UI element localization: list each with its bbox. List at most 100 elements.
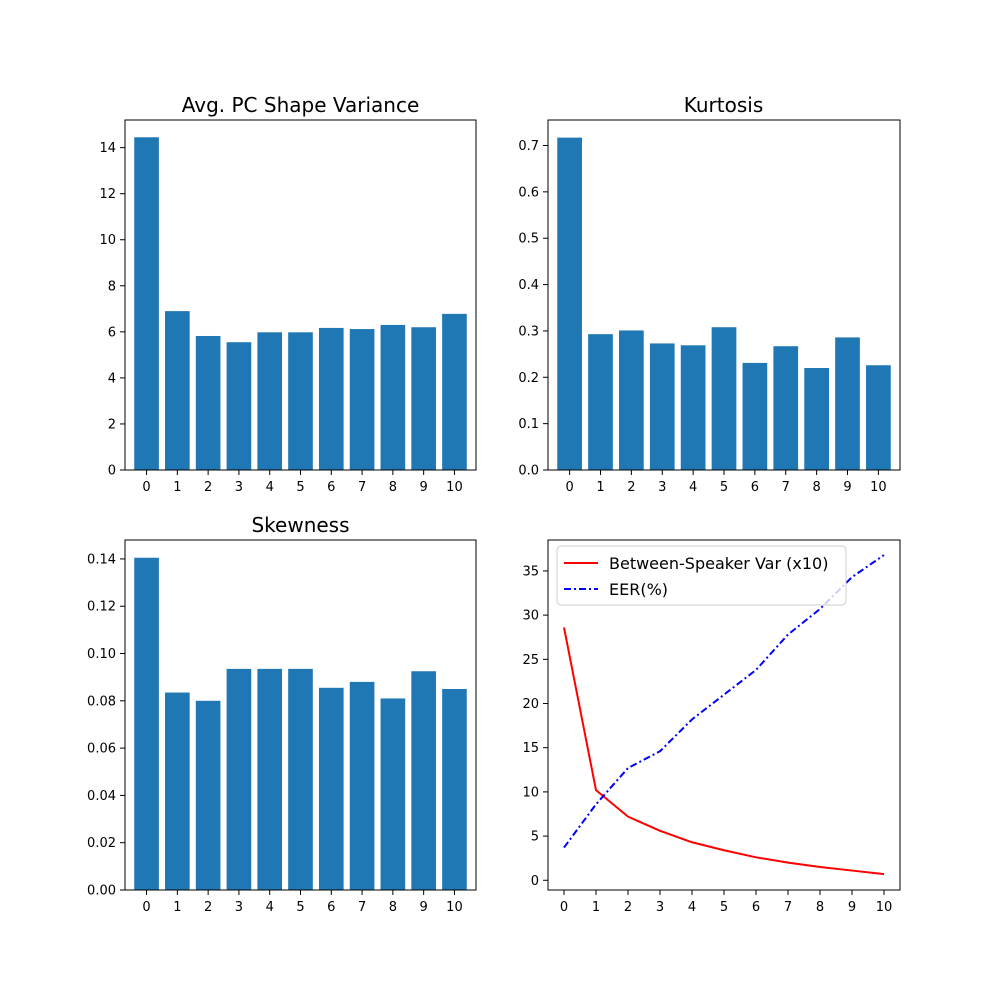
kurtosis-ytick-label: 0.6 <box>518 185 539 200</box>
line-chart-xtick-label: 0 <box>560 900 568 915</box>
kurtosis-bar-0 <box>557 137 582 470</box>
line-chart-xtick-label: 8 <box>816 900 824 915</box>
skewness-bar-2 <box>195 700 221 890</box>
shape-variance-axes-frame <box>124 119 477 471</box>
line-chart-xtick-label: 4 <box>688 900 696 915</box>
plot-area-kurtosis: 0.0 0.1 0.2 0.3 0.4 0.5 0.6 0.7 0 1 2 3 4 5 6 7 8 9 10 <box>518 119 901 495</box>
skewness-ytick-label: 0.08 <box>87 694 116 709</box>
kurtosis-ytick-label: 0.4 <box>518 278 539 293</box>
line-chart-ytick-label: 20 <box>522 697 539 712</box>
skewness-ytick-label: 0.00 <box>87 884 116 899</box>
kurtosis-bar-3 <box>649 343 675 470</box>
kurtosis-xtick-label: 1 <box>596 480 604 495</box>
skewness-xtick-label: 1 <box>173 900 181 915</box>
skewness-bar-6 <box>318 687 344 890</box>
kurtosis-ytick-label: 0.3 <box>518 324 539 339</box>
shape-variance-ytick-label: 8 <box>108 279 116 294</box>
line-chart-ytick-label: 0 <box>531 874 539 889</box>
panel-kurtosis: Kurtosis 0.0 0.1 0.2 0.3 0.4 0.5 0.6 0.7 0 1 2 3 4 5 6… <box>518 93 901 495</box>
skewness-xtick-label: 2 <box>204 900 212 915</box>
line-chart-xtick-label: 7 <box>784 900 792 915</box>
shape-variance-bar-9 <box>411 327 436 470</box>
shape-variance-bar-7 <box>349 329 375 470</box>
skewness-bar-5 <box>288 668 313 890</box>
kurtosis-xtick-label: 3 <box>658 480 666 495</box>
shape-variance-xtick-label: 2 <box>204 480 212 495</box>
shape-variance-xtick-label: 4 <box>266 480 274 495</box>
shape-variance-ytick-label: 0 <box>108 464 116 479</box>
skewness-xtick-label: 6 <box>327 900 335 915</box>
plot-area-line-chart: 0 5 10 15 20 25 30 35 0 1 2 3 4 5 6 7 8 9 10 <box>522 539 901 915</box>
line-chart-xtick-label: 1 <box>592 900 600 915</box>
kurtosis-ytick-label: 0.0 <box>518 464 539 479</box>
skewness-xtick-label: 0 <box>142 900 150 915</box>
shape-variance-bar-3 <box>226 342 252 470</box>
skewness-bar-8 <box>380 698 406 890</box>
shape-variance-xtick-label: 10 <box>446 480 463 495</box>
skewness-bar-10 <box>442 688 467 890</box>
kurtosis-ytick-label: 0.7 <box>518 139 539 154</box>
shape-variance-ytick-label: 12 <box>99 187 116 202</box>
series-line-between-speaker-var <box>563 627 885 876</box>
line-chart-xtick-label: 5 <box>720 900 728 915</box>
shape-variance-bar-8 <box>380 324 406 470</box>
shape-variance-ytick-label: 14 <box>99 141 116 156</box>
kurtosis-bar-1 <box>588 334 613 470</box>
skewness-bar-0 <box>134 557 159 890</box>
legend: Between-Speaker Var (x10) EER(%) <box>556 545 847 606</box>
shape-variance-xtick-label: 8 <box>389 480 397 495</box>
skewness-bar-4 <box>257 668 283 890</box>
panel-title-kurtosis: Kurtosis <box>684 93 764 117</box>
shape-variance-ytick-label: 10 <box>99 233 116 248</box>
line-chart-xtick-label: 3 <box>656 900 664 915</box>
panel-skewness: Skewness 0.00 0.02 0.04 0.06 0.08 0.10 0.12 0.1… <box>87 513 477 915</box>
kurtosis-xtick-label: 10 <box>870 480 887 495</box>
skewness-bar-7 <box>349 681 375 890</box>
shape-variance-ytick-label: 6 <box>108 325 116 340</box>
shape-variance-ytick-label: 2 <box>108 417 116 432</box>
legend-label-between-speaker: Between-Speaker Var (x10) <box>609 554 828 573</box>
kurtosis-xtick-label: 5 <box>720 480 728 495</box>
kurtosis-xtick-label: 4 <box>689 480 697 495</box>
skewness-xtick-label: 4 <box>266 900 274 915</box>
kurtosis-xtick-label: 0 <box>565 480 573 495</box>
kurtosis-bar-9 <box>835 337 860 470</box>
kurtosis-bar-5 <box>711 327 737 470</box>
kurtosis-bar-8 <box>804 368 829 470</box>
skewness-axes-frame <box>124 539 477 891</box>
shape-variance-xtick-label: 3 <box>235 480 243 495</box>
skewness-ytick-label: 0.04 <box>87 789 116 804</box>
skewness-xtick-label: 3 <box>235 900 243 915</box>
line-chart-xtick-label: 6 <box>752 900 760 915</box>
series-line-eer <box>563 554 885 849</box>
line-chart-xtick-label: 9 <box>848 900 856 915</box>
kurtosis-bar-6 <box>742 362 768 470</box>
line-chart-axes-frame <box>547 539 901 891</box>
legend-label-eer: EER(%) <box>609 580 668 599</box>
kurtosis-xtick-label: 7 <box>782 480 790 495</box>
line-chart-ytick-label: 10 <box>522 785 539 800</box>
kurtosis-ytick-label: 0.2 <box>518 371 539 386</box>
line-chart-ytick-label: 35 <box>522 564 539 579</box>
kurtosis-xtick-label: 6 <box>751 480 759 495</box>
skewness-ytick-label: 0.06 <box>87 742 116 757</box>
line-chart-xtick-label: 10 <box>876 900 893 915</box>
skewness-ytick-label: 0.14 <box>87 552 116 567</box>
skewness-ytick-label: 0.10 <box>87 647 116 662</box>
shape-variance-bar-6 <box>318 327 344 470</box>
plot-area-skewness: 0.00 0.02 0.04 0.06 0.08 0.10 0.12 0.14 0 1 2 3 4 5 6 7… <box>87 539 477 915</box>
shape-variance-bar-2 <box>195 335 221 470</box>
skewness-xtick-label: 7 <box>358 900 366 915</box>
shape-variance-bar-1 <box>165 311 190 470</box>
shape-variance-xtick-label: 6 <box>327 480 335 495</box>
kurtosis-bar-2 <box>619 330 644 470</box>
shape-variance-xtick-label: 9 <box>420 480 428 495</box>
skewness-xtick-label: 10 <box>446 900 463 915</box>
kurtosis-ytick-label: 0.5 <box>518 232 539 247</box>
kurtosis-xtick-label: 8 <box>812 480 820 495</box>
line-chart-ytick-label: 5 <box>531 830 539 845</box>
shape-variance-bar-10 <box>442 313 467 470</box>
